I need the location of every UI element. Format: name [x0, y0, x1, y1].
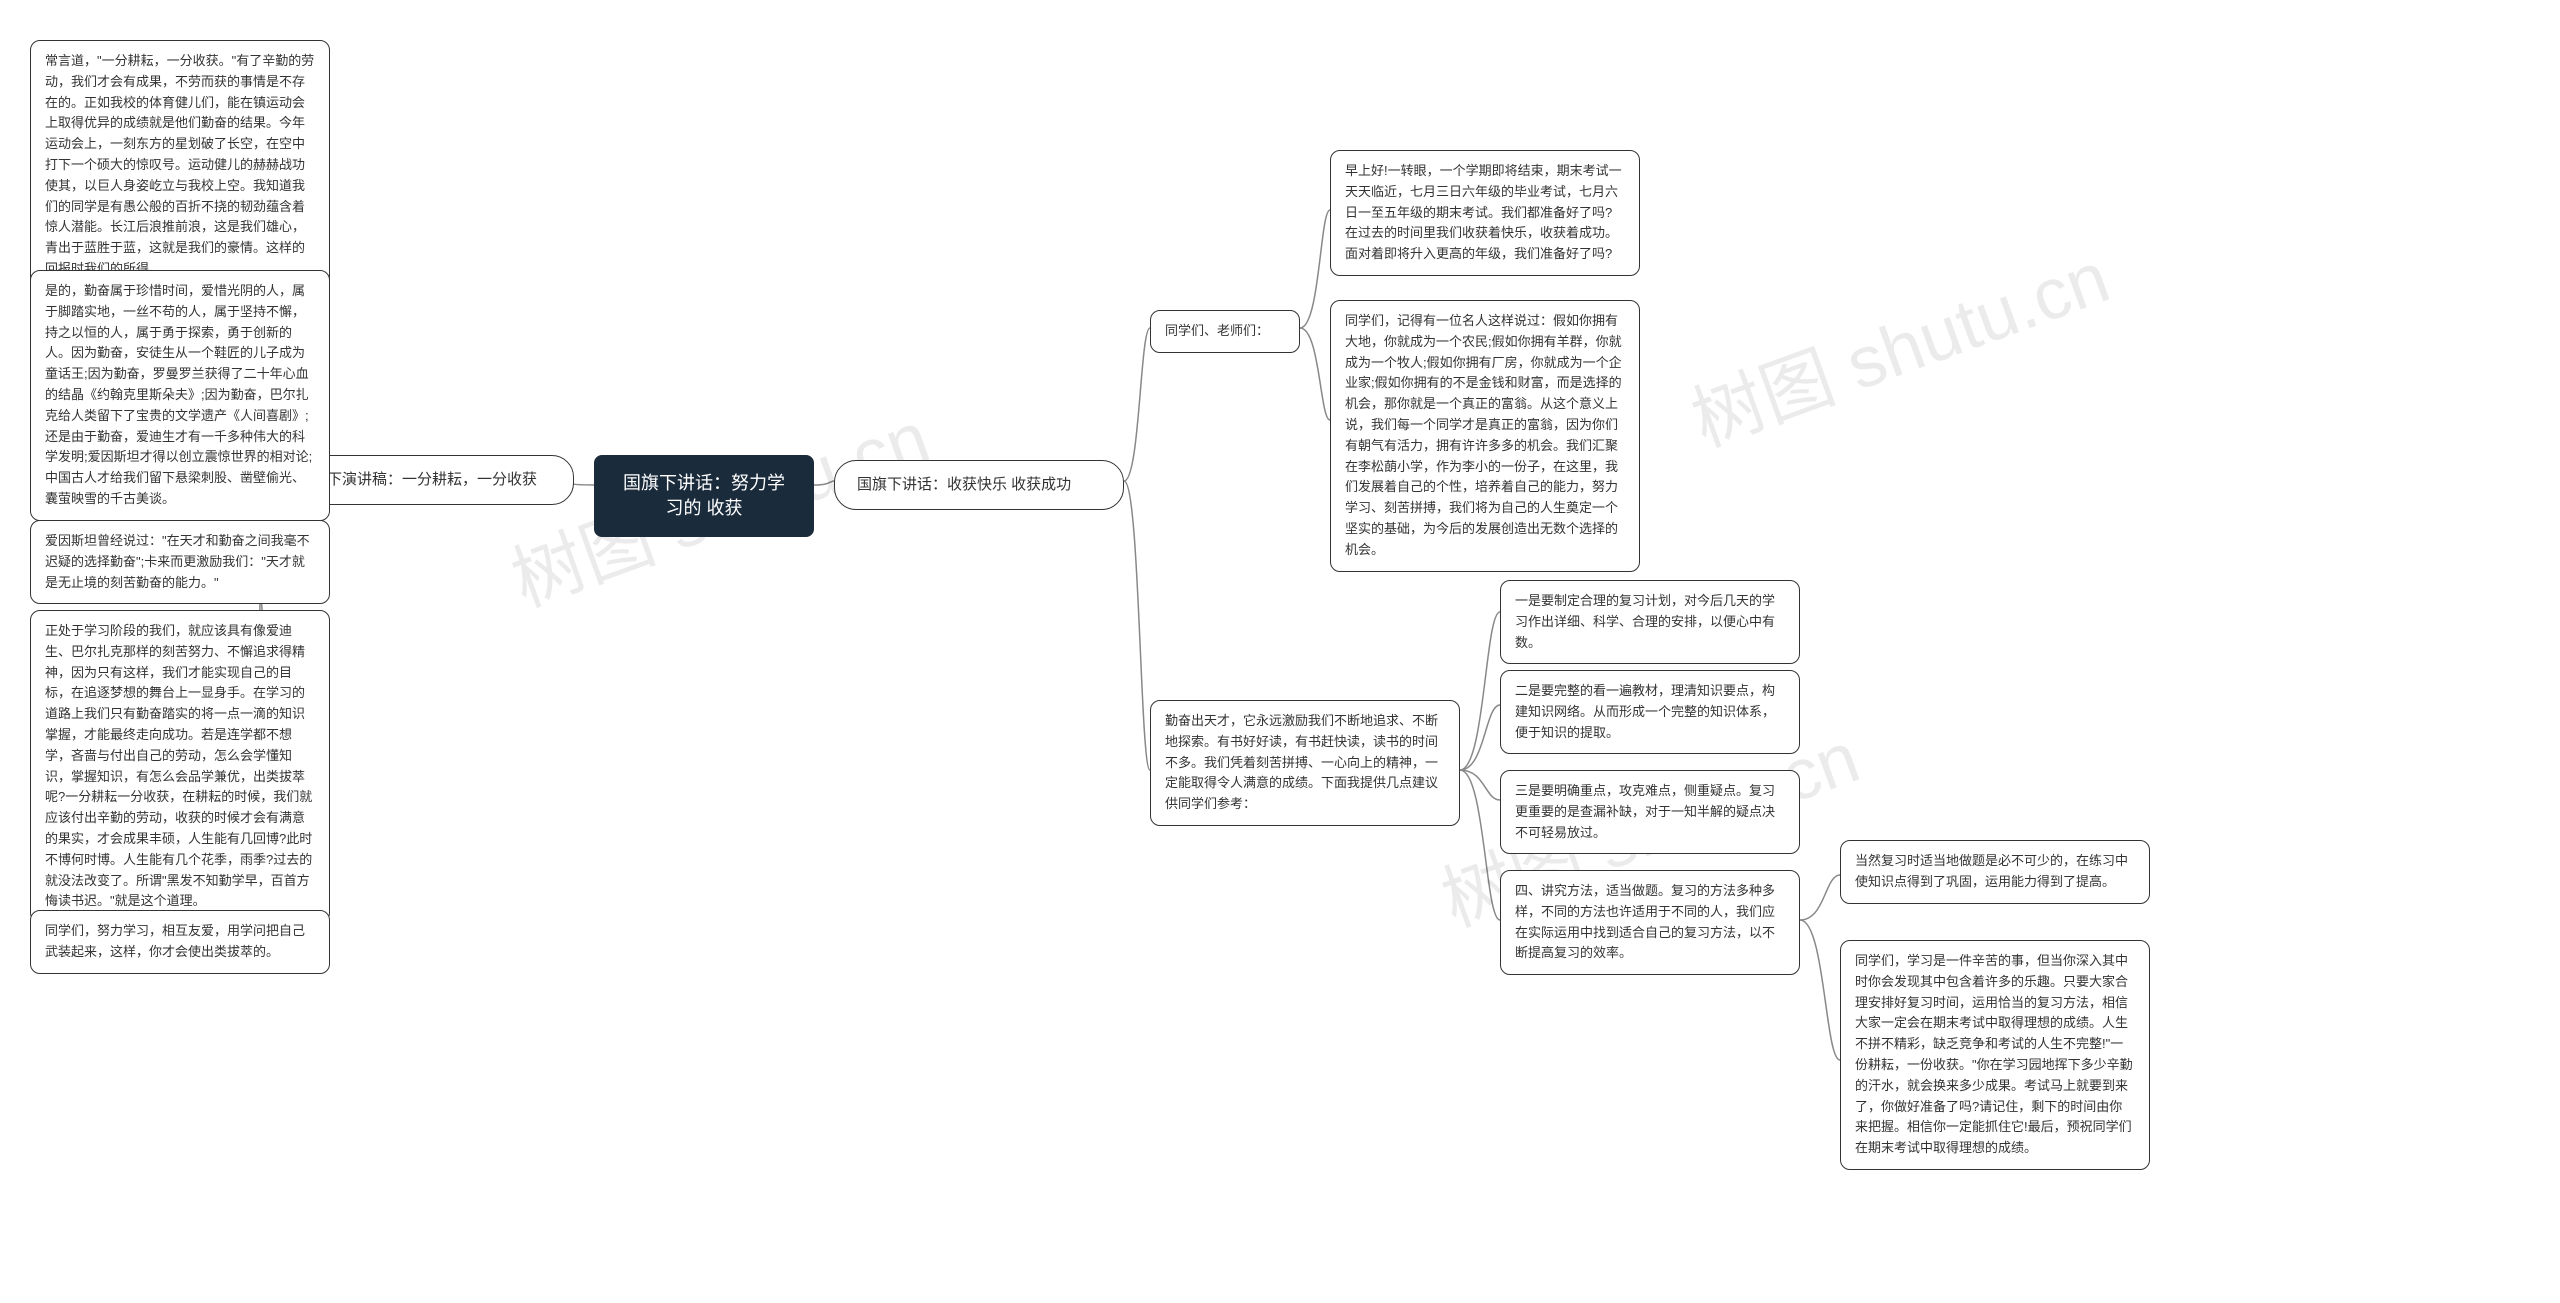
right-child-1[interactable]: 勤奋出天才，它永远激励我们不断地追求、不断地探索。有书好好读，有书赶快读，读书的…: [1150, 700, 1460, 826]
left-leaf-2[interactable]: 爱因斯坦曾经说过："在天才和勤奋之间我毫不迟疑的选择勤奋";卡来而更激励我们："…: [30, 520, 330, 604]
left-leaf-4[interactable]: 同学们，努力学习，相互友爱，用学问把自己武装起来，这样，你才会使出类拔萃的。: [30, 910, 330, 974]
right-child-0-leaf-0[interactable]: 早上好!一转眼，一个学期即将结束，期末考试一天天临近，七月三日六年级的毕业考试，…: [1330, 150, 1640, 276]
left-leaf-0[interactable]: 常言道，"一分耕耘，一分收获。"有了辛勤的劳动，我们才会有成果，不劳而获的事情是…: [30, 40, 330, 291]
left-leaf-3[interactable]: 正处于学习阶段的我们，就应该具有像爱迪生、巴尔扎克那样的刻苦努力、不懈追求得精神…: [30, 610, 330, 923]
right-child-1-leaf-0[interactable]: 一是要制定合理的复习计划，对今后几天的学习作出详细、科学、合理的安排，以便心中有…: [1500, 580, 1800, 664]
right-child-1-leaf-2[interactable]: 三是要明确重点，攻克难点，侧重疑点。复习更重要的是查漏补缺，对于一知半解的疑点决…: [1500, 770, 1800, 854]
watermark: 树图 shutu.cn: [1675, 219, 2121, 467]
connectors: [0, 0, 2560, 1303]
left-leaf-1[interactable]: 是的，勤奋属于珍惜时间，爱惜光阴的人，属于脚踏实地，一丝不苟的人，属于坚持不懈，…: [30, 270, 330, 521]
right-child-1-leaf-3-sub-1[interactable]: 同学们，学习是一件辛苦的事，但当你深入其中时你会发现其中包含着许多的乐趣。只要大…: [1840, 940, 2150, 1170]
right-child-0-leaf-1[interactable]: 同学们，记得有一位名人这样说过：假如你拥有大地，你就成为一个农民;假如你拥有羊群…: [1330, 300, 1640, 572]
right-child-1-leaf-3[interactable]: 四、讲究方法，适当做题。复习的方法多种多样，不同的方法也许适用于不同的人，我们应…: [1500, 870, 1800, 975]
right-branch[interactable]: 国旗下讲话：收获快乐 收获成功: [834, 460, 1124, 510]
right-child-1-leaf-3-sub-0[interactable]: 当然复习时适当地做题是必不可少的，在练习中使知识点得到了巩固，运用能力得到了提高…: [1840, 840, 2150, 904]
center-node[interactable]: 国旗下讲话：努力学习的 收获: [594, 455, 814, 537]
right-child-1-leaf-1[interactable]: 二是要完整的看一遍教材，理清知识要点，构建知识网络。从而形成一个完整的知识体系，…: [1500, 670, 1800, 754]
right-child-0[interactable]: 同学们、老师们：: [1150, 310, 1300, 353]
